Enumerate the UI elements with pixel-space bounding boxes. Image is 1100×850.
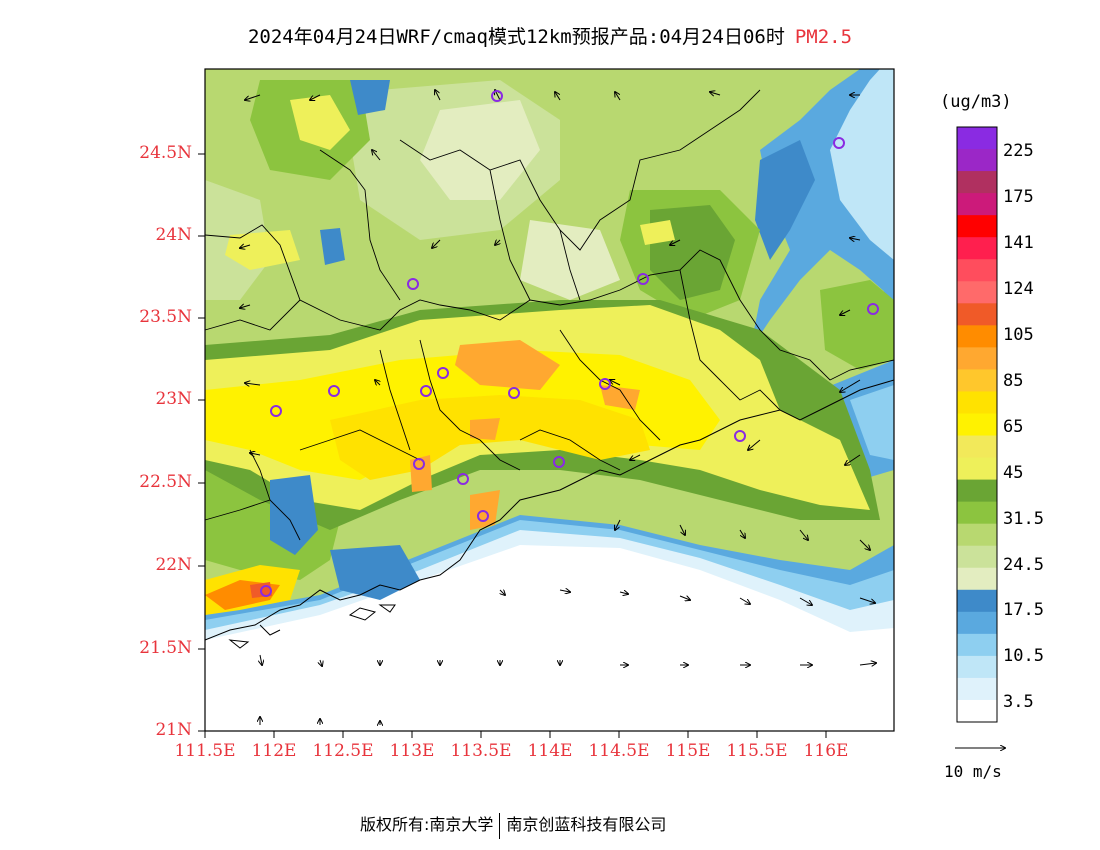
legend-label: 225: [1003, 141, 1034, 161]
legend-swatch: [957, 501, 997, 525]
lon-label: 112.5E: [312, 741, 374, 761]
legend-label: 175: [1003, 187, 1034, 207]
east-blue-3: [850, 385, 894, 460]
lon-label: 114.5E: [588, 741, 650, 761]
legend-swatch: [957, 149, 997, 172]
orange-1: [455, 340, 560, 390]
legend-swatch: [957, 237, 997, 260]
lat-label: 24.5N: [139, 143, 192, 163]
legend-swatch: [957, 589, 997, 613]
legend-swatch: [957, 567, 997, 591]
title-pollutant: PM2.5: [794, 26, 853, 48]
legend-swatch: [957, 193, 997, 216]
legend-label: 65: [1003, 417, 1024, 437]
lat-label: 23.5N: [139, 307, 192, 327]
legend-swatch: [957, 215, 997, 238]
legend-swatch: [957, 347, 997, 370]
legend-swatch: [957, 545, 997, 569]
legend-swatch: [957, 281, 997, 304]
lat-label: 21.5N: [139, 638, 192, 658]
pale-north-2: [420, 100, 540, 200]
station-markers: [260, 90, 879, 597]
wind-ref-label: 10 m/s: [944, 762, 1002, 781]
lon-label: 115.5E: [726, 741, 788, 761]
lat-label: 24N: [155, 225, 192, 245]
legend-frame: [956, 126, 998, 723]
legend-swatch: [957, 325, 997, 348]
orange-5: [410, 455, 432, 492]
legend-swatch: [957, 699, 997, 723]
lon-label: 115E: [665, 741, 711, 761]
legend-label: 31.5: [1003, 509, 1044, 529]
orange-2: [600, 385, 640, 410]
legend-label: 85: [1003, 371, 1024, 391]
lat-label: 21N: [155, 720, 192, 740]
lat-label: 22N: [155, 555, 192, 575]
legend-label: 17.5: [1003, 600, 1044, 620]
legend-swatch: [957, 457, 997, 481]
orange-3: [470, 418, 500, 440]
footer-right: 南京创蓝科技有限公司: [506, 815, 667, 834]
lon-label: 116E: [803, 741, 849, 761]
legend-swatch: [957, 171, 997, 194]
blue-inland-4: [330, 545, 420, 600]
yellow-north-1: [290, 95, 350, 150]
lon-label: 114E: [527, 741, 573, 761]
orange-4: [470, 490, 500, 530]
blue-inland-1: [270, 475, 318, 555]
pm25-field: [205, 69, 894, 731]
axis-ticks: [198, 153, 827, 738]
legend-swatch: [957, 259, 997, 282]
east-coast-deep: [755, 140, 815, 260]
legend-unit: (ug/m3): [940, 92, 1012, 112]
east-coast-light: [830, 69, 894, 260]
lon-label: 112E: [251, 741, 297, 761]
legend-label: 10.5: [1003, 646, 1044, 666]
legend-label: 105: [1003, 325, 1034, 345]
yellow-north-3: [640, 220, 675, 245]
legend-swatch: [957, 677, 997, 701]
legend-swatch: [957, 611, 997, 635]
legend-swatch: [957, 523, 997, 547]
wind-vectors: [240, 90, 876, 725]
legend-label: 45: [1003, 463, 1024, 483]
lon-label: 113.5E: [450, 741, 512, 761]
copyright-footer: 版权所有:南京大学 南京创蓝科技有限公司: [360, 811, 666, 839]
legend-swatch: [957, 633, 997, 657]
legend-swatch: [957, 303, 997, 326]
title-main: 2024年04月24日WRF/cmaq模式12km预报产品:04月24日06时: [247, 26, 785, 48]
legend-swatch: [957, 655, 997, 679]
northeast-green: [820, 280, 894, 370]
blue-inland-3: [350, 80, 390, 115]
lat-label: 22.5N: [139, 472, 192, 492]
legend-label: 24.5: [1003, 555, 1044, 575]
legend-swatch: [957, 369, 997, 392]
pale-central: [520, 220, 620, 300]
lon-label: 111.5E: [174, 741, 236, 761]
lon-label: 113E: [389, 741, 435, 761]
yellow-north-2: [225, 230, 300, 270]
legend-swatch: [957, 413, 997, 437]
legend-label: 124: [1003, 279, 1034, 299]
footer-left: 版权所有:南京大学: [360, 815, 494, 834]
legend-label: 3.5: [1003, 692, 1034, 712]
legend-swatch: [957, 479, 997, 503]
legend-label: 141: [1003, 233, 1034, 253]
map-title: 2024年04月24日WRF/cmaq模式12km预报产品:04月24日06时 P…: [0, 22, 1100, 49]
legend-swatch: [957, 391, 997, 414]
coastline: [204, 379, 895, 649]
legend-swatch: [957, 127, 997, 150]
lat-label: 23N: [155, 389, 192, 409]
legend-bar: [956, 126, 998, 723]
legend-swatch: [957, 435, 997, 459]
blue-inland-2: [320, 228, 345, 265]
footer-divider: [499, 812, 501, 839]
